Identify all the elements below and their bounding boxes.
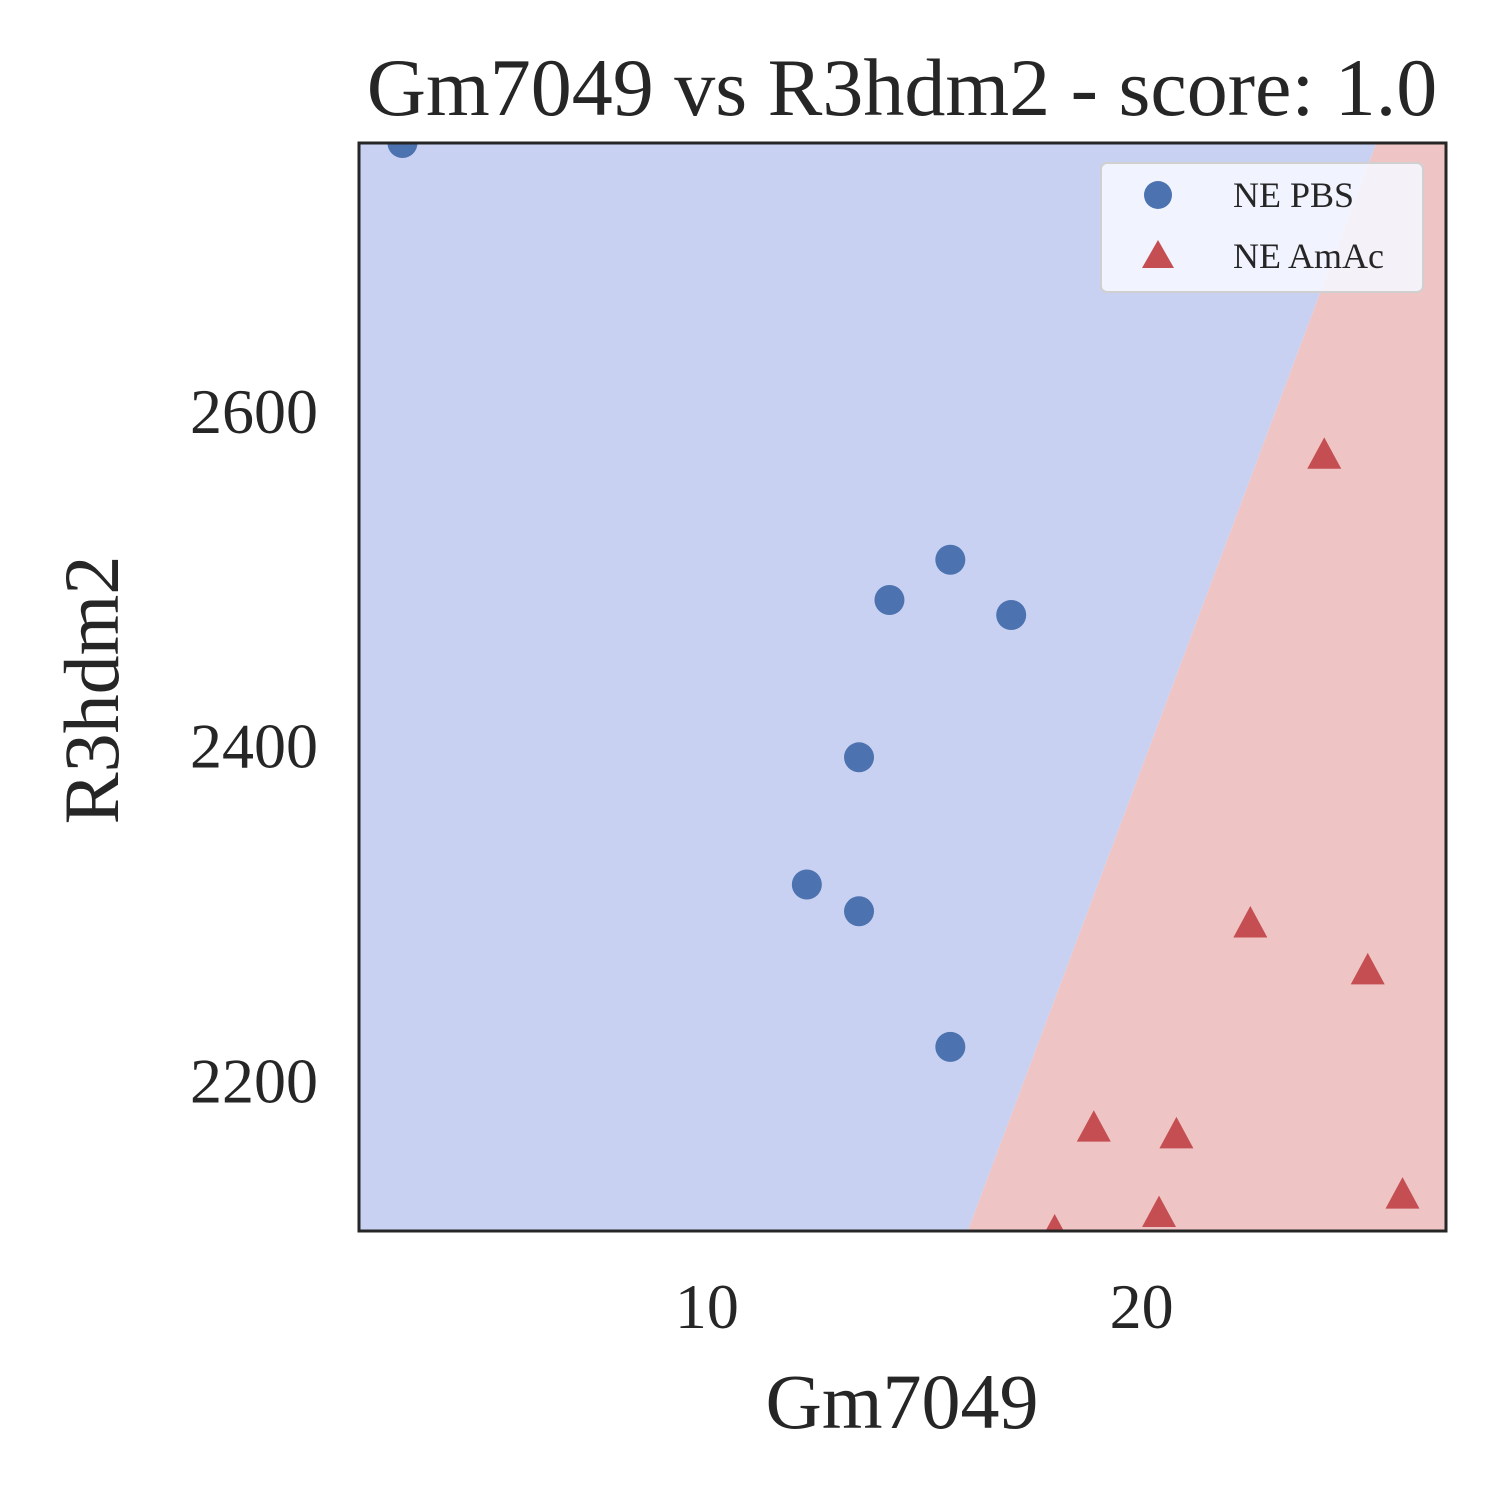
point-ne-amac-3 [1076,1110,1111,1142]
y-tick-label: 2200 [190,1045,318,1116]
point-ne-pbs-7 [935,1031,966,1062]
region-ne-amac [967,143,1446,1231]
point-ne-amac-1 [1233,906,1268,938]
point-ne-pbs-6 [844,896,875,927]
y-tick-label: 2400 [190,711,318,782]
chart-title: Gm7049 vs R3hdm2 - score: 1.0 [367,42,1437,133]
data-points [387,143,1420,1231]
point-ne-amac-5 [1385,1177,1420,1209]
x-tick-label: 10 [675,1271,739,1342]
point-ne-pbs-5 [791,869,822,900]
legend-label-ne-pbs: NE PBS [1233,175,1354,215]
legend-marker-ne-amac [1142,240,1174,268]
legend: NE PBS NE AmAc [1100,162,1424,293]
point-ne-amac-2 [1350,952,1385,985]
y-axis-ticks: 2200 2400 2600 [190,376,318,1117]
legend-label-ne-amac: NE AmAc [1233,236,1384,276]
point-ne-pbs-0 [387,143,418,158]
point-ne-amac-0 [1307,437,1342,469]
x-tick-label: 20 [1110,1271,1174,1342]
point-ne-amac-7 [1045,1214,1064,1231]
point-ne-amac-6 [1142,1195,1177,1228]
point-ne-pbs-4 [844,742,875,773]
region-ne-pbs [359,143,1377,1231]
legend-box [1100,162,1424,293]
legend-marker-ne-pbs [1144,181,1172,209]
y-tick-label: 2600 [190,376,318,447]
point-ne-amac-4 [1159,1116,1194,1149]
point-ne-pbs-3 [996,600,1027,631]
plot-frame [357,141,1448,1233]
x-axis-ticks: 10 20 [675,1271,1174,1342]
x-axis-label: Gm7049 [766,1358,1039,1445]
point-ne-pbs-1 [935,544,966,575]
point-ne-pbs-2 [874,584,905,615]
y-axis-label: R3hdm2 [48,556,135,825]
